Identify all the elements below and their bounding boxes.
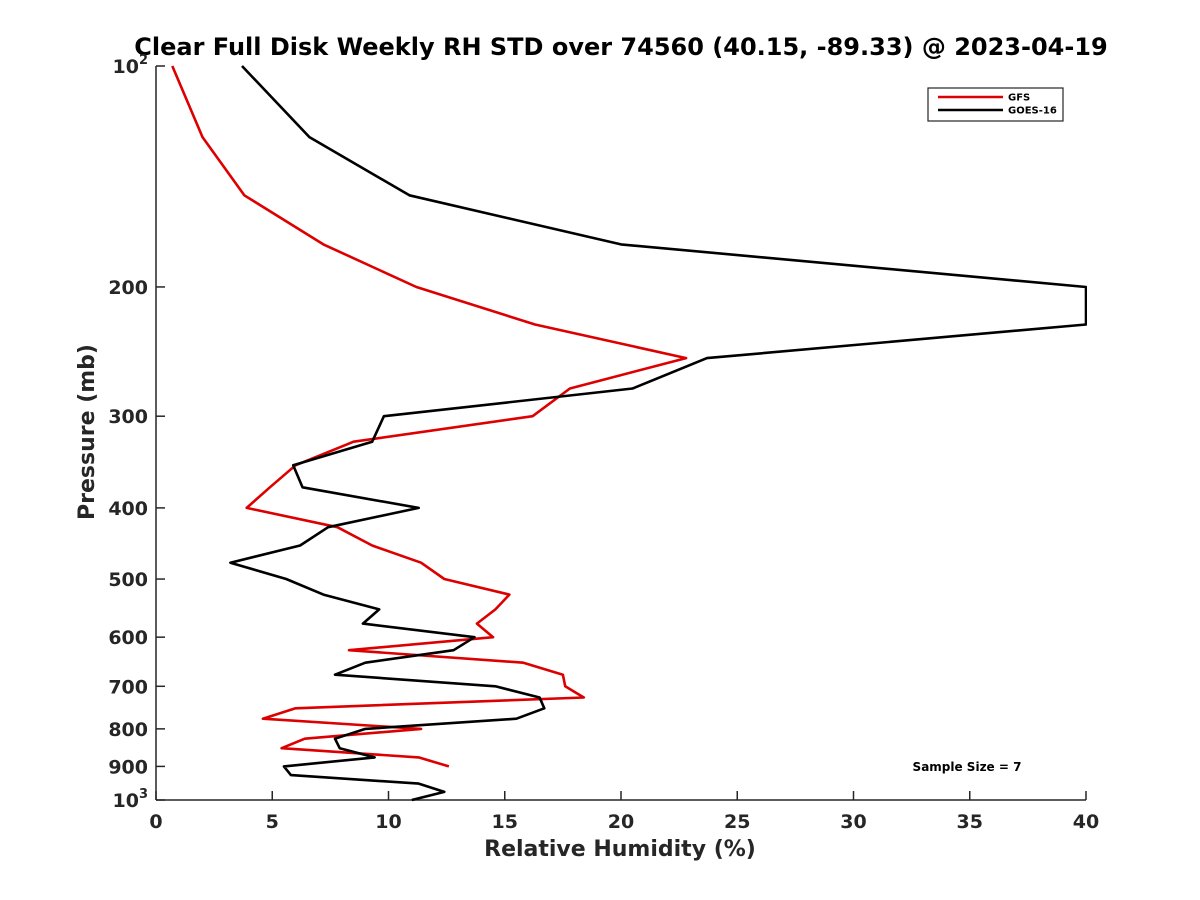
y-tick-label: 200 (108, 277, 148, 299)
y-axis-label: Pressure (mb) (75, 344, 100, 520)
x-tick-label: 35 (957, 811, 983, 833)
legend-box (927, 87, 1064, 122)
legend-label-gfs: GFS (1008, 93, 1030, 104)
y-tick-label: 700 (108, 676, 148, 698)
x-tick-label: 5 (266, 811, 279, 833)
y-tick-label: 103 (113, 787, 149, 812)
x-axis-label: Relative Humidity (%) (484, 837, 756, 862)
sample-size-annotation: Sample Size = 7 (913, 760, 1022, 774)
y-axis: 102 200 300 400 500 600 700 800 900 103 (108, 53, 165, 812)
series-line-gfs (171, 65, 688, 768)
series-line-goes-16 (229, 65, 1087, 802)
legend-label-goes-16: GOES-16 (1008, 106, 1057, 117)
x-tick-label: 30 (840, 811, 866, 833)
x-tick-label: 10 (375, 811, 401, 833)
y-tick-label: 400 (108, 498, 148, 520)
series-layer (171, 65, 1087, 802)
x-tick-label: 20 (608, 811, 634, 833)
chart-title: Clear Full Disk Weekly RH STD over 74560… (134, 33, 1107, 61)
x-axis: 0 5 10 15 20 25 30 35 40 (149, 791, 1099, 833)
x-tick-label: 15 (492, 811, 518, 833)
y-tick-label: 500 (108, 569, 148, 591)
y-tick-label: 800 (108, 719, 148, 741)
x-tick-label: 25 (724, 811, 750, 833)
y-tick-label: 600 (108, 627, 148, 649)
x-tick-label: 40 (1073, 811, 1099, 833)
x-tick-label: 0 (149, 811, 162, 833)
y-tick-label: 900 (108, 756, 148, 778)
y-tick-label: 300 (108, 406, 148, 428)
legend: GFS GOES-16 (927, 87, 1064, 122)
y-tick-label: 102 (113, 53, 149, 78)
